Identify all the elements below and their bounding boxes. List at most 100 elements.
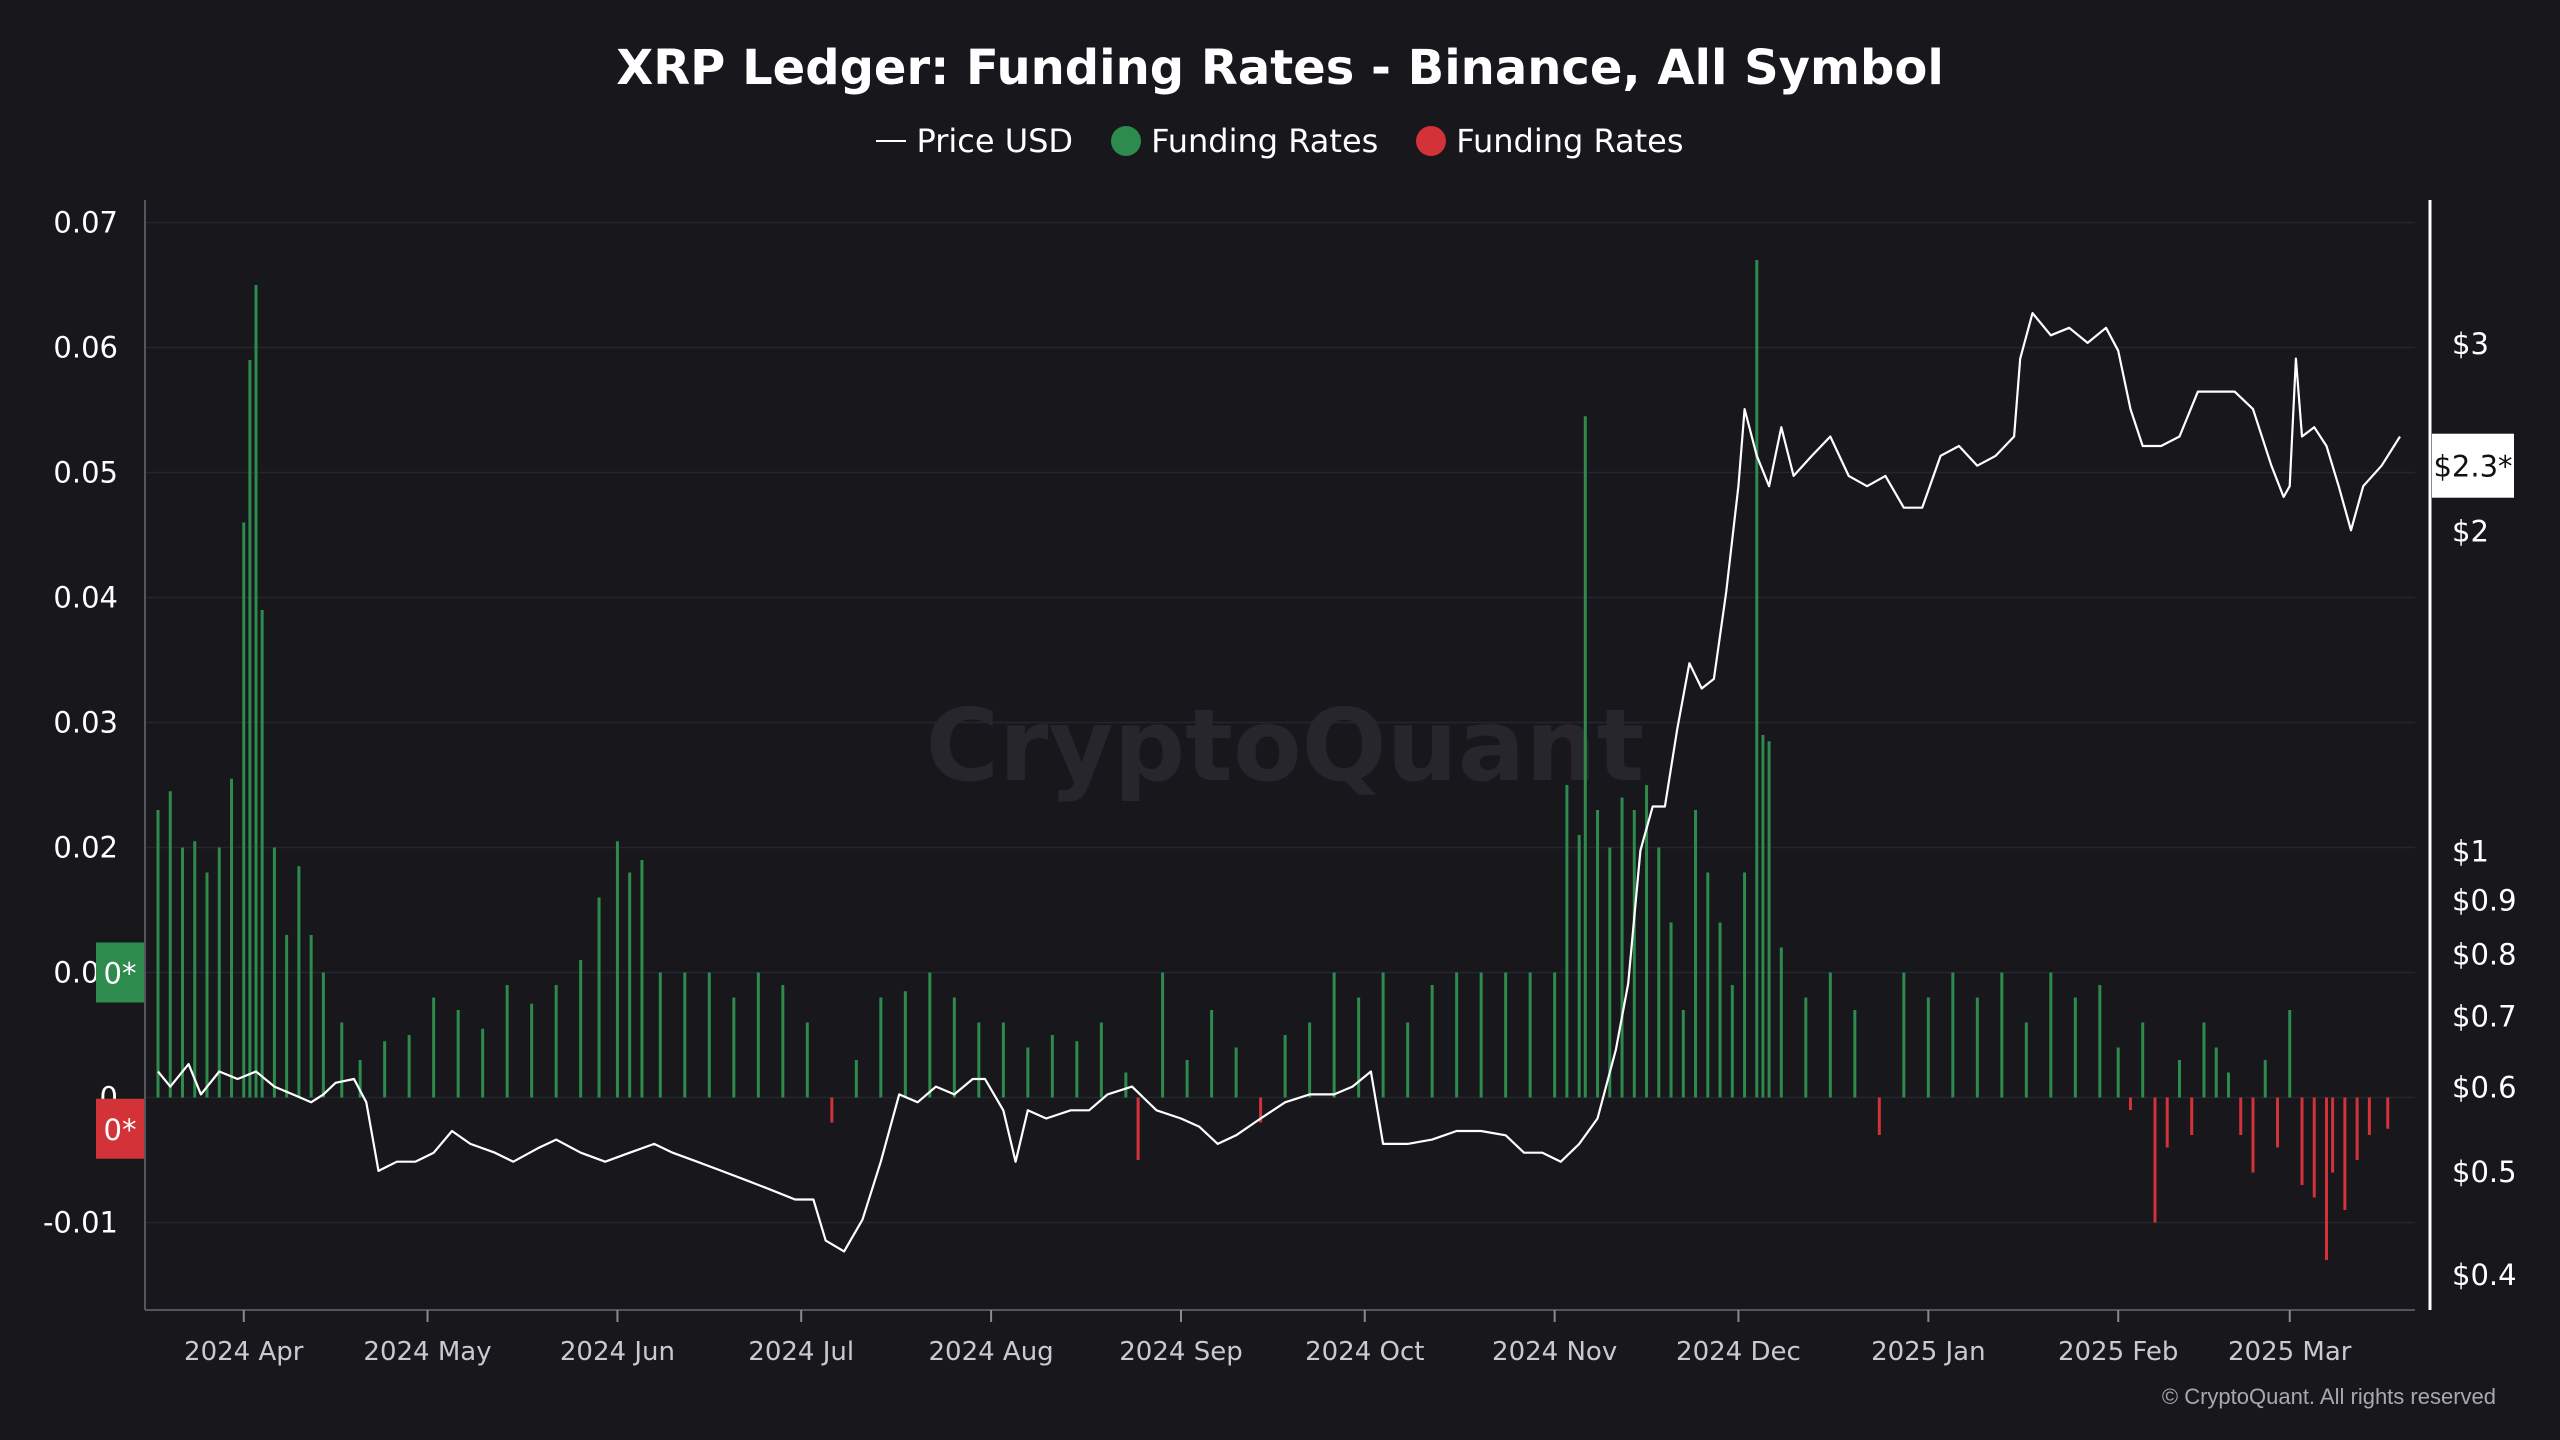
funding-rate-bar (615, 841, 619, 1098)
funding-rate-bar (272, 847, 276, 1098)
funding-rate-bar (1730, 985, 1734, 1098)
funding-rate-bar (1694, 810, 1698, 1098)
right-tick-label: $0.8 (2452, 938, 2517, 972)
funding-rate-bar (1804, 997, 1808, 1098)
funding-rate-bar (1406, 1022, 1410, 1098)
funding-rate-bar (2153, 1097, 2157, 1223)
funding-rate-bar (1210, 1010, 1214, 1098)
x-tick-label: 2024 Sep (1119, 1337, 1242, 1367)
funding-rate-bar (1124, 1072, 1128, 1098)
legend-label-funding-positive: Funding Rates (1151, 122, 1379, 160)
funding-rate-bar (1136, 1097, 1140, 1160)
funding-rate-bar (628, 872, 632, 1098)
legend-item-funding-negative[interactable]: Funding Rates (1416, 122, 1684, 160)
funding-rate-bar (952, 997, 956, 1098)
funding-rate-bar (1632, 810, 1636, 1098)
right-tick-label: $0.6 (2452, 1071, 2517, 1105)
funding-rate-bar (2073, 997, 2077, 1098)
left-tick-label: 0.07 (53, 206, 118, 240)
funding-rate-bar (297, 866, 301, 1098)
x-tick-label: 2024 Oct (1305, 1337, 1424, 1367)
right-axis-ticks: $3 $2 $1 $0.9 $0.8 $0.7 $0.6 $0.5 $0.4 $2.3* (2432, 327, 2517, 1292)
funding-rate-bar (505, 985, 509, 1098)
funding-rate-bar (1853, 1010, 1857, 1098)
funding-rate-bar (2331, 1097, 2335, 1173)
funding-badge-label: 0* (104, 957, 137, 991)
funding-rate-bar (260, 610, 264, 1098)
x-tick-label: 2024 Dec (1676, 1337, 1801, 1367)
funding-rate-bar (579, 960, 583, 1098)
funding-rate-bar (781, 985, 785, 1098)
funding-rate-bar (1743, 872, 1747, 1098)
funding-rate-bar (756, 972, 760, 1098)
funding-rate-bar (181, 847, 185, 1098)
funding-rate-bar (205, 872, 209, 1098)
funding-rate-bar (1381, 972, 1385, 1098)
funding-rate-bar (530, 1003, 534, 1098)
funding-rate-bar (383, 1041, 387, 1098)
funding-bars (156, 260, 2390, 1260)
right-tick-label: $1 (2452, 835, 2489, 869)
funding-rate-bar (254, 285, 258, 1098)
x-tick-label: 2024 Nov (1492, 1337, 1617, 1367)
funding-rate-bar (683, 972, 687, 1098)
funding-rate-bar (456, 1010, 460, 1098)
left-tick-label: 0.02 (53, 831, 118, 865)
funding-rate-bar (1608, 847, 1612, 1098)
funding-rate-bar (358, 1060, 362, 1098)
axis-badges: 0* 0* (96, 942, 144, 1159)
x-axis-ticks: 2024 Apr 2024 May 2024 Jun 2024 Jul 2024 Aug… (184, 1310, 2352, 1367)
legend-item-funding-positive[interactable]: Funding Rates (1111, 122, 1378, 160)
funding-rate-bar (1185, 1060, 1189, 1098)
x-tick-label: 2025 Jan (1871, 1337, 1986, 1367)
x-tick-label: 2024 May (363, 1337, 491, 1367)
grid-lines (145, 221, 2415, 1224)
left-tick-label: 0.05 (53, 456, 118, 490)
funding-rate-bar (2263, 1060, 2267, 1098)
legend-item-price[interactable]: Price USD (876, 122, 1073, 160)
funding-rate-bar (2098, 985, 2102, 1098)
left-axis-ticks: 0.070.060.050.040.030.020.010-0.01 (43, 206, 118, 1240)
funding-rate-bar (1161, 972, 1165, 1098)
funding-rate-bar (1828, 972, 1832, 1098)
funding-rate-bar (1681, 1010, 1685, 1098)
left-tick-label: 0.04 (53, 581, 118, 615)
funding-rate-bar (1565, 785, 1569, 1098)
funding-rate-bar (1767, 741, 1771, 1098)
left-tick-label: 0.06 (53, 331, 118, 365)
left-tick-label: 0.03 (53, 706, 118, 740)
chart-legend: Price USD Funding Rates Funding Rates (0, 122, 2560, 160)
funding-rate-bar (2312, 1097, 2316, 1198)
funding-rate-bar (1596, 810, 1600, 1098)
chart-title: XRP Ledger: Funding Rates - Binance, All… (616, 40, 1944, 96)
funding-rate-bar (732, 997, 736, 1098)
funding-rate-bar (1553, 972, 1557, 1098)
funding-rate-bar (1479, 972, 1483, 1098)
funding-rate-bar (2226, 1072, 2230, 1098)
funding-rate-bar (1951, 972, 1955, 1098)
funding-rate-bar (658, 972, 662, 1098)
funding-rate-bar (2239, 1097, 2243, 1135)
funding-rate-bar (1259, 1097, 1263, 1123)
funding-rate-bar (1645, 785, 1649, 1098)
funding-rate-bar (597, 897, 601, 1098)
funding-rate-bar (481, 1028, 485, 1098)
funding-rate-bar (2343, 1097, 2347, 1210)
funding-rate-bar (1283, 1035, 1287, 1098)
funding-badge (96, 942, 144, 1003)
right-tick-label: $2 (2452, 514, 2489, 548)
funding-rate-bar (217, 847, 221, 1098)
x-tick-label: 2024 Aug (928, 1337, 1053, 1367)
funding-rate-bar (168, 791, 172, 1098)
funding-rate-bar (1357, 997, 1361, 1098)
axes (144, 200, 2432, 1311)
right-tick-label: $0.9 (2452, 883, 2517, 917)
funding-rate-bar (309, 935, 313, 1098)
funding-rate-bar (928, 972, 932, 1098)
funding-rate-bar (2324, 1097, 2328, 1260)
funding-rate-bar (1779, 947, 1783, 1098)
right-tick-label: $3 (2452, 327, 2489, 361)
funding-rate-bar (2251, 1097, 2255, 1173)
funding-rate-bar (2288, 1010, 2292, 1098)
